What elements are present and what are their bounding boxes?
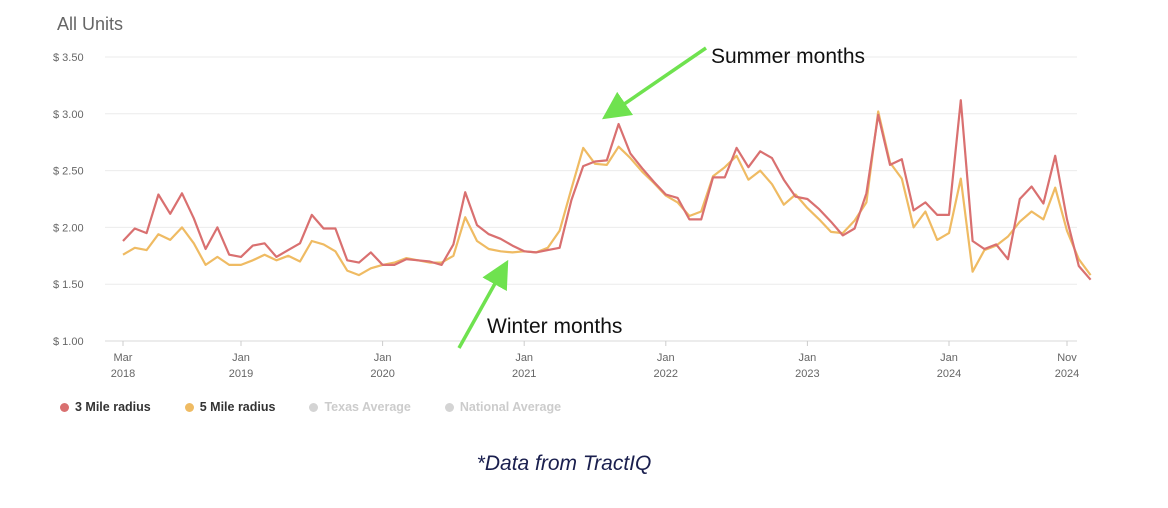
- x-tick-month: Jan: [657, 352, 675, 364]
- x-tick-year: 2018: [111, 368, 135, 380]
- legend-item-5-mile[interactable]: 5 Mile radius: [184, 400, 276, 414]
- annotation-arrow: [602, 46, 707, 120]
- legend-label-national-average: National Average: [459, 400, 562, 414]
- chart-legend: 3 Mile radius 5 Mile radius Texas Averag…: [60, 400, 561, 414]
- x-tick-month: Jan: [374, 352, 392, 364]
- series-line-5-mile-radius: [122, 110, 1092, 277]
- x-axis: Mar 2018 Jan 2019 Jan 2020 Jan 2021 Jan 2022 Jan 20…: [111, 341, 1079, 380]
- x-tick-month: Jan: [515, 352, 533, 364]
- grid-lines: [105, 56, 1077, 342]
- y-axis: $ 1.00 $ 1.50 $ 2.00 $ 2.50 $ 3.00 $ 3.50: [53, 52, 84, 348]
- legend-label-3-mile: 3 Mile radius: [75, 400, 151, 414]
- x-tick-month: Jan: [940, 352, 958, 364]
- y-tick-label: $ 1.50: [53, 279, 84, 291]
- y-tick-label: $ 3.50: [53, 52, 84, 64]
- y-tick-label: $ 2.00: [53, 222, 84, 234]
- legend-dot-3-mile: [60, 402, 69, 412]
- x-tick-year: 2022: [654, 368, 678, 380]
- x-tick-month: Jan: [232, 352, 250, 364]
- legend-item-texas-average[interactable]: Texas Average: [309, 400, 411, 414]
- x-tick-month: Jan: [799, 352, 817, 364]
- annotation-arrow: [457, 259, 509, 349]
- x-tick-month: Mar: [114, 352, 133, 364]
- annotation-winter-months: Winter months: [487, 315, 623, 338]
- y-tick-label: $ 2.50: [53, 166, 84, 178]
- legend-label-5-mile: 5 Mile radius: [199, 400, 276, 414]
- y-tick-label: $ 3.00: [53, 109, 84, 121]
- annotation-arrows: [457, 46, 707, 349]
- x-tick-year: 2023: [795, 368, 819, 380]
- x-tick-year: 2024: [1055, 368, 1079, 380]
- y-tick-label: $ 1.00: [53, 336, 84, 348]
- legend-item-3-mile[interactable]: 3 Mile radius: [60, 400, 151, 414]
- x-tick-year: 2024: [937, 368, 961, 380]
- x-tick-month: Nov: [1057, 352, 1077, 364]
- legend-label-texas-average: Texas Average: [324, 400, 411, 414]
- annotation-summer-months: Summer months: [711, 45, 866, 68]
- x-tick-year: 2021: [512, 368, 536, 380]
- series-lines: [122, 99, 1092, 281]
- legend-dot-5-mile: [184, 402, 194, 412]
- source-footnote: *Data from TractIQ: [476, 452, 652, 475]
- series-line-3-mile-radius: [122, 99, 1092, 281]
- x-tick-year: 2019: [229, 368, 253, 380]
- legend-dot-national-average: [444, 402, 454, 412]
- chart-title: All Units: [57, 14, 124, 34]
- legend-dot-texas-average: [309, 402, 319, 412]
- legend-item-national-average[interactable]: National Average: [444, 400, 562, 414]
- x-tick-year: 2020: [370, 368, 394, 380]
